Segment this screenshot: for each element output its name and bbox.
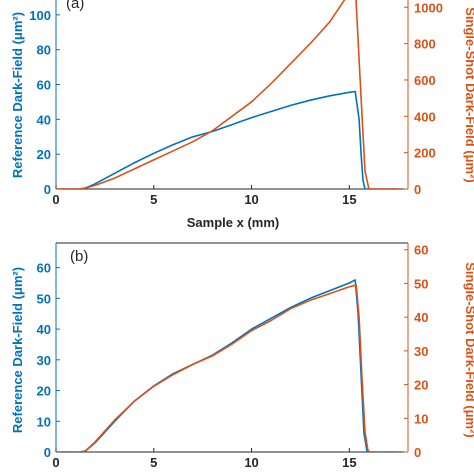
panel-b-x-tick-label: 5 bbox=[150, 455, 157, 470]
panel-a-x-tick-label: 10 bbox=[244, 192, 258, 207]
panel-a-right-y-tick-label: 800 bbox=[414, 37, 436, 52]
panel-a: (a) Sample x (mm) Reference Dark-Field (… bbox=[10, 0, 474, 230]
panel-a-right-y-tick-label: 0 bbox=[414, 182, 421, 197]
panel-b-right-y-tick-label: 30 bbox=[414, 344, 428, 359]
panel-b-right-y-tick-label: 40 bbox=[414, 310, 428, 325]
panel-b-left-y-tick-label: 50 bbox=[37, 291, 51, 306]
panel-b-x-tick-label: 10 bbox=[244, 455, 258, 470]
panel-a-left-y-tick-label: 0 bbox=[44, 182, 51, 197]
panel-a-left-y-tick-label: 40 bbox=[37, 112, 51, 127]
panel-b-right-y-tick-label: 50 bbox=[414, 276, 428, 291]
panel-b: (b) Reference Dark-Field (μm²) Single-Sh… bbox=[10, 242, 474, 470]
panel-a-right-y-tick-label: 1000 bbox=[414, 0, 443, 15]
panel-a-left-y-tick-label: 60 bbox=[37, 78, 51, 93]
panel-a-left-y-tick-label: 20 bbox=[37, 147, 51, 162]
panel-a-x-tick-label: 15 bbox=[342, 192, 356, 207]
panel-b-right-y-tick-label: 20 bbox=[414, 378, 428, 393]
panel-a-xlabel: Sample x (mm) bbox=[187, 215, 279, 230]
panel-a-left-ylabel: Reference Dark-Field (μm²) bbox=[10, 12, 25, 178]
panel-b-right-y-tick-label: 0 bbox=[414, 445, 421, 460]
panel-b-left-y-tick-label: 60 bbox=[37, 261, 51, 276]
panel-a-right-y-tick-label: 200 bbox=[414, 146, 436, 161]
panel-b-right-y-tick-label: 10 bbox=[414, 411, 428, 426]
panel-b-series-reference-line bbox=[56, 279, 399, 452]
panel-a-label: (a) bbox=[66, 0, 84, 12]
panel-b-left-y-tick-label: 10 bbox=[37, 414, 51, 429]
panel-a-left-y-tick-label: 80 bbox=[37, 43, 51, 58]
panel-b-series-single-shot-line bbox=[56, 284, 399, 452]
panel-b-left-y-tick-label: 40 bbox=[37, 322, 51, 337]
panel-b-left-ylabel: Reference Dark-Field (μm²) bbox=[10, 267, 25, 433]
panel-a-x-tick-label: 0 bbox=[52, 192, 59, 207]
panel-a-series-reference-line bbox=[56, 90, 399, 189]
panel-b-left-y-tick-label: 20 bbox=[37, 384, 51, 399]
panel-b-left-y-tick-label: 30 bbox=[37, 353, 51, 368]
panel-b-x-tick-label: 0 bbox=[52, 455, 59, 470]
panel-a-right-y-tick-label: 400 bbox=[414, 109, 436, 124]
panel-b-right-y-tick-label: 60 bbox=[414, 243, 428, 258]
panel-a-right-ylabel: Single-Shot Dark-Field (μm²) bbox=[463, 7, 474, 183]
panel-b-label: (b) bbox=[70, 248, 88, 265]
panel-a-series-single-shot-line bbox=[56, 0, 399, 189]
panel-b-right-ylabel: Single-Shot Dark-Field (μm²) bbox=[463, 262, 474, 438]
panel-a-x-tick-label: 5 bbox=[150, 192, 157, 207]
panel-b-x-tick-label: 15 bbox=[342, 455, 356, 470]
panel-b-left-y-tick-label: 0 bbox=[44, 445, 51, 460]
panel-a-right-y-tick-label: 600 bbox=[414, 73, 436, 88]
panel-a-left-y-tick-label: 100 bbox=[29, 8, 51, 23]
